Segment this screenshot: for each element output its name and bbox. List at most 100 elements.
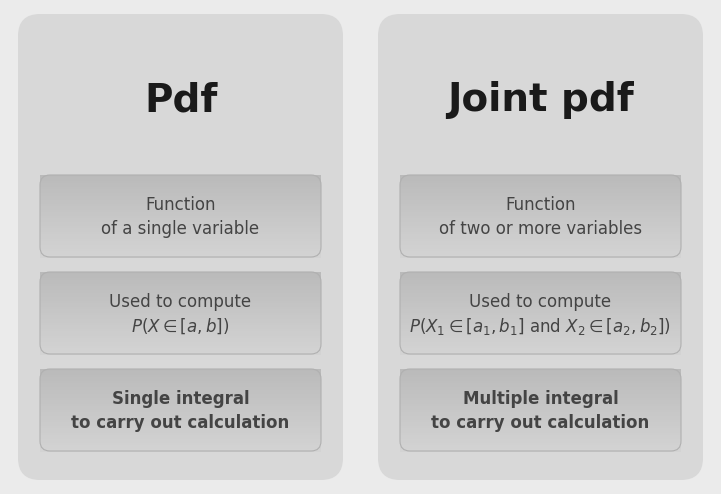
Bar (40, 179, 321, 182)
Bar (400, 371, 681, 373)
Bar (40, 428, 321, 431)
Bar (400, 430, 681, 433)
Bar (400, 410, 681, 412)
Bar (400, 404, 681, 407)
Bar (40, 323, 321, 326)
Text: Multiple integral: Multiple integral (463, 390, 619, 408)
Bar (400, 377, 681, 380)
Bar (40, 406, 321, 409)
Bar (40, 396, 321, 398)
Bar (40, 371, 321, 373)
Bar (400, 424, 681, 427)
Bar (40, 331, 321, 334)
Bar (400, 194, 681, 196)
Bar (40, 373, 321, 375)
Bar (400, 218, 681, 221)
Bar (40, 202, 321, 204)
Bar (40, 387, 321, 390)
Bar (400, 414, 681, 416)
Bar (40, 333, 321, 336)
Bar (400, 412, 681, 414)
Bar (40, 226, 321, 229)
Bar (40, 245, 321, 247)
Bar (40, 220, 321, 223)
Text: Function: Function (145, 196, 216, 214)
Bar (40, 412, 321, 414)
Bar (400, 288, 681, 291)
Bar (40, 344, 321, 346)
Bar (400, 179, 681, 182)
Bar (40, 447, 321, 450)
Bar (40, 319, 321, 322)
Bar (40, 255, 321, 257)
Bar (40, 342, 321, 344)
Bar (400, 276, 681, 279)
Bar (40, 235, 321, 237)
Bar (400, 346, 681, 348)
Bar (40, 290, 321, 293)
Bar (400, 329, 681, 332)
Bar (40, 181, 321, 184)
Text: Used to compute: Used to compute (469, 293, 611, 311)
Bar (40, 177, 321, 180)
Bar (400, 303, 681, 305)
Bar (40, 224, 321, 227)
Text: of two or more variables: of two or more variables (439, 220, 642, 238)
Bar (400, 251, 681, 253)
Bar (40, 340, 321, 342)
Bar (40, 208, 321, 210)
Bar (40, 443, 321, 446)
Bar (400, 245, 681, 247)
Bar (40, 294, 321, 297)
Bar (40, 326, 321, 328)
Bar (400, 408, 681, 411)
Bar (40, 435, 321, 437)
Bar (40, 204, 321, 206)
Bar (400, 315, 681, 318)
Bar (40, 346, 321, 348)
Bar (40, 426, 321, 429)
Bar (400, 241, 681, 243)
Bar (400, 381, 681, 384)
Bar (40, 276, 321, 279)
Bar (400, 220, 681, 223)
Bar (40, 237, 321, 239)
Text: Used to compute: Used to compute (110, 293, 252, 311)
FancyBboxPatch shape (18, 14, 343, 480)
Bar (400, 317, 681, 320)
Bar (40, 352, 321, 355)
Bar (400, 191, 681, 194)
Bar (40, 218, 321, 221)
Bar (400, 340, 681, 342)
Bar (400, 185, 681, 188)
Bar (400, 335, 681, 338)
Bar (40, 400, 321, 402)
Bar (40, 222, 321, 225)
Bar (400, 253, 681, 255)
Bar (40, 200, 321, 202)
Bar (40, 251, 321, 253)
Bar (400, 433, 681, 435)
Bar (400, 305, 681, 307)
Bar (400, 383, 681, 386)
Bar (400, 247, 681, 249)
Bar (40, 210, 321, 212)
Bar (40, 383, 321, 386)
Bar (40, 175, 321, 177)
Bar (40, 299, 321, 301)
Bar (400, 437, 681, 439)
Bar (400, 441, 681, 443)
Bar (40, 369, 321, 371)
Bar (40, 321, 321, 324)
Text: of a single variable: of a single variable (102, 220, 260, 238)
Bar (40, 375, 321, 378)
Bar (400, 181, 681, 184)
Bar (40, 239, 321, 241)
Bar (400, 328, 681, 330)
Bar (40, 194, 321, 196)
Bar (400, 175, 681, 177)
Bar (40, 441, 321, 443)
Bar (400, 394, 681, 396)
Bar (400, 435, 681, 437)
Bar (400, 331, 681, 334)
